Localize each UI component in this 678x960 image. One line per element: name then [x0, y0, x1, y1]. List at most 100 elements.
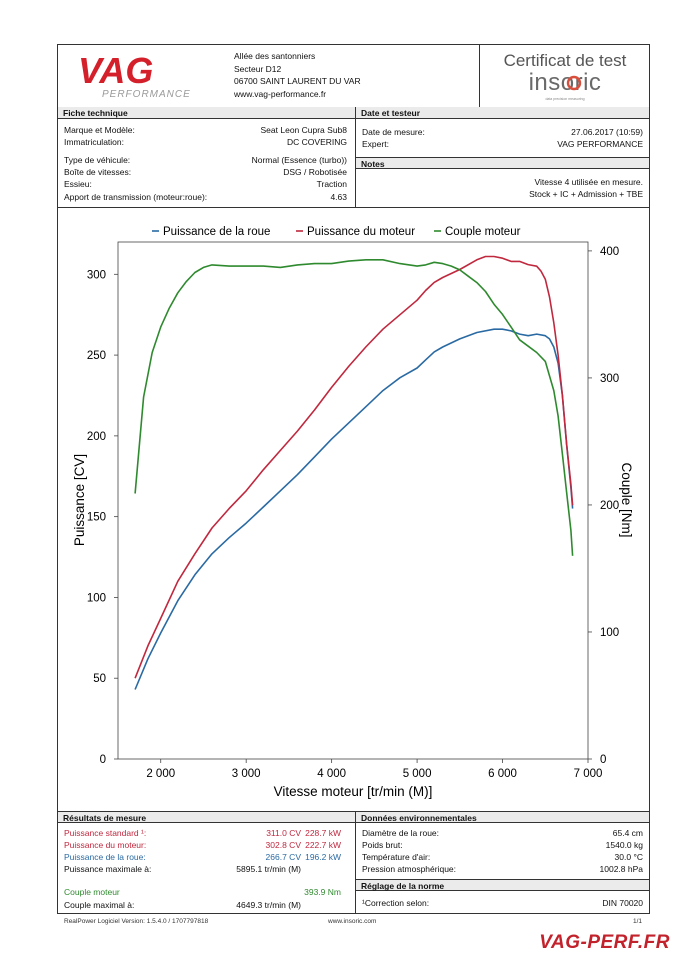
- norme-heading: Réglage de la norme: [356, 879, 649, 891]
- y2-tick-label: 0: [600, 754, 606, 766]
- y2-axis-ticks: 0 100 200 300 400: [588, 246, 619, 766]
- address-block: Allée des santonniers Secteur D12 06700 …: [234, 50, 361, 100]
- y-axis-ticks: 0 50 100 150 200 250 300: [87, 269, 118, 766]
- result-label: Puissance de la roue:: [64, 852, 146, 862]
- insoric-o-icon: [566, 75, 582, 91]
- power-torque-chart: Puissance de la roue Puissance du moteur C…: [72, 226, 634, 799]
- result-label: Puissance du moteur:: [64, 840, 147, 850]
- software-version: RealPower Logiciel Version: 1.5.4.0 / 17…: [64, 918, 209, 925]
- insoric-url[interactable]: www.insoric.com: [328, 918, 377, 925]
- y2-tick-label: 400: [600, 246, 619, 258]
- env-label: Poids brut:: [362, 840, 403, 850]
- vag-perf-brand: VAG-PERF.FR: [539, 932, 670, 953]
- result-value-cv: 302.8 CV: [265, 840, 301, 850]
- fiche-value: Traction: [316, 179, 347, 189]
- y2-tick-label: 200: [600, 500, 619, 512]
- chart-series: [134, 255, 574, 690]
- insoric-logo: insoric: [480, 68, 650, 105]
- series-line-puissance-du-moteur: [134, 255, 574, 679]
- series-line-puissance-de-la-roue: [134, 328, 574, 690]
- env-label: Température d'air:: [362, 852, 431, 862]
- env-heading: Données environnementales: [356, 811, 649, 823]
- notes-line: Vitesse 4 utilisée en mesure.: [534, 177, 643, 187]
- certificate-box: Certificat de test insoric data precisio…: [479, 45, 650, 107]
- y-tick-label: 250: [87, 350, 106, 362]
- fiche-label: Marque et Modèle:: [64, 125, 135, 135]
- y2-tick-label: 300: [600, 373, 619, 385]
- insoric-logo-icon: insoric: [529, 69, 602, 96]
- plot-frame: [117, 241, 589, 760]
- result-value-nm: 393.9 Nm: [304, 887, 341, 897]
- norme-label: ¹Correction selon:: [362, 898, 430, 908]
- certificate-page: VAG PERFORMANCE Allée des santonniers Se…: [57, 44, 650, 914]
- divider: [58, 207, 649, 208]
- address-line: Secteur D12: [234, 63, 282, 74]
- y-tick-label: 50: [93, 673, 106, 685]
- address-line: Allée des santonniers: [234, 51, 316, 61]
- header: VAG PERFORMANCE Allée des santonniers Se…: [58, 45, 649, 108]
- notes-line: Stock + IC + Admission + TBE: [529, 189, 643, 199]
- fiche-label: Type de véhicule:: [64, 155, 131, 165]
- divider: [355, 811, 356, 914]
- env-value: 1540.0 kg: [605, 840, 643, 850]
- divider: [355, 107, 356, 208]
- result-value-kw: 228.7 kW: [305, 828, 341, 838]
- result-value-rpm: 4649.3 tr/min (M): [236, 900, 301, 910]
- legend-label: Puissance du moteur: [307, 226, 415, 238]
- fiche-label: Apport de transmission (moteur:roue):: [64, 192, 208, 202]
- fiche-value: Normal (Essence (turbo)): [251, 155, 347, 165]
- logo-text: VAG: [78, 51, 153, 91]
- logo-subtext: PERFORMANCE: [102, 89, 191, 100]
- y-tick-label: 200: [87, 431, 106, 443]
- result-value-kw: 222.7 kW: [305, 840, 341, 850]
- series-line-couple-moteur: [134, 258, 574, 556]
- legend-label: Couple moteur: [445, 226, 521, 238]
- result-value-rpm: 5895.1 tr/min (M): [236, 864, 301, 874]
- result-label: Couple moteur: [64, 887, 120, 897]
- result-label: Puissance maximale à:: [64, 864, 152, 874]
- x-tick-label: 7 000: [574, 768, 603, 780]
- env-label: Pression atmosphérique:: [362, 864, 457, 874]
- x-axis-label: Vitesse moteur [tr/min (M)]: [274, 784, 433, 799]
- result-value-kw: 196.2 kW: [305, 852, 341, 862]
- env-value: 30.0 °C: [614, 852, 643, 862]
- fiche-label: Essieu:: [64, 179, 92, 189]
- fiche-value: 4.63: [330, 192, 347, 202]
- website-link[interactable]: www.vag-performance.fr: [234, 88, 327, 99]
- vag-performance-logo: VAG PERFORMANCE: [64, 50, 222, 101]
- y-axis-label: Puissance [CV]: [72, 454, 87, 546]
- y-tick-label: 0: [100, 754, 106, 766]
- legend-label: Puissance de la roue: [163, 226, 270, 238]
- x-tick-label: 5 000: [403, 768, 432, 780]
- certificate-title: Certificat de test: [503, 51, 627, 70]
- result-label: Couple maximal à:: [64, 900, 135, 910]
- date-label: Date de mesure:: [362, 127, 425, 137]
- results-heading: Résultats de mesure: [58, 811, 355, 823]
- date-value: 27.06.2017 (10:59): [571, 127, 643, 137]
- chart-legend: Puissance de la roue Puissance du moteur C…: [152, 226, 521, 238]
- y-tick-label: 100: [87, 592, 106, 604]
- fiche-value: Seat Leon Cupra Sub8: [260, 125, 347, 135]
- y-tick-label: 150: [87, 512, 106, 524]
- result-label: Puissance standard ¹:: [64, 828, 147, 838]
- expert-label: Expert:: [362, 139, 389, 149]
- result-value-cv: 266.7 CV: [265, 852, 301, 862]
- fiche-value: DSG / Robotisée: [283, 167, 347, 177]
- x-tick-label: 2 000: [146, 768, 175, 780]
- env-value: 65.4 cm: [612, 828, 643, 838]
- vag-logo-icon: VAG PERFORMANCE: [78, 50, 191, 100]
- fiche-value: DC COVERING: [287, 137, 347, 147]
- fiche-label: Immatriculation:: [64, 137, 124, 147]
- env-label: Diamètre de la roue:: [362, 828, 440, 838]
- date-testeur-heading: Date et testeur: [356, 107, 649, 119]
- norme-value: DIN 70020: [602, 898, 643, 908]
- x-tick-label: 3 000: [232, 768, 261, 780]
- page-number: 1/1: [633, 918, 643, 925]
- expert-value: VAG PERFORMANCE: [557, 139, 643, 149]
- address-line: 06700 SAINT LAURENT DU VAR: [234, 76, 361, 86]
- env-value: 1002.8 hPa: [599, 864, 643, 874]
- fiche-technique-heading: Fiche technique: [58, 107, 355, 119]
- y2-axis-label: Couple [Nm]: [619, 462, 634, 537]
- insoric-text: insoric: [529, 69, 602, 96]
- x-tick-label: 4 000: [317, 768, 346, 780]
